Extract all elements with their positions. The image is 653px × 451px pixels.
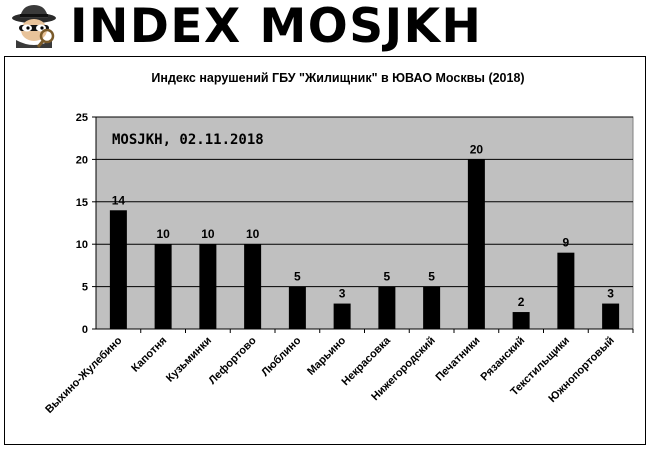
bar: [244, 244, 262, 329]
bar: [109, 210, 127, 329]
y-tick-label: 0: [82, 324, 88, 336]
y-tick-label: 10: [76, 239, 88, 251]
category-label: Люблино: [259, 334, 303, 378]
bar: [602, 303, 620, 329]
y-axis: 0 5 10 15 20 25: [76, 112, 97, 336]
category-label: Печатники: [433, 335, 482, 384]
header-banner: INDEX MOSJKH: [0, 0, 653, 56]
data-labels: 14 10 10 10 5 3 5 5 20 2 9 3: [112, 142, 615, 309]
y-tick-label: 5: [82, 282, 88, 294]
data-label: 5: [294, 270, 301, 284]
data-label: 5: [384, 270, 391, 284]
bar: [467, 159, 485, 329]
spy-detective-icon: [12, 5, 56, 48]
bar: [423, 286, 441, 329]
data-label: 3: [339, 287, 346, 301]
data-label: 20: [470, 142, 484, 156]
data-label: 9: [563, 236, 570, 250]
category-label: Марьино: [305, 334, 348, 377]
y-tick-label: 25: [76, 112, 88, 124]
y-tick-label: 15: [76, 197, 88, 209]
y-tick-label: 20: [76, 154, 88, 166]
data-label: 10: [201, 227, 215, 241]
bar: [512, 312, 530, 329]
chart-frame: Индекс нарушений ГБУ "Жилищник" в ЮВАО М…: [4, 56, 646, 445]
category-label: Лефортово: [206, 334, 258, 386]
data-label: 10: [156, 227, 170, 241]
category-label: Выхино-Жулебино: [43, 334, 124, 415]
bar: [199, 244, 217, 329]
bar: [288, 286, 306, 329]
plot-area: [95, 116, 634, 330]
bar: [557, 252, 575, 329]
brand-title: INDEX MOSJKH: [70, 0, 483, 54]
chart-annotation: MOSJKH, 02.11.2018: [112, 132, 264, 148]
gridlines: [96, 116, 633, 288]
bar-chart: Индекс нарушений ГБУ "Жилищник" в ЮВАО М…: [43, 71, 634, 416]
x-axis: Выхино-Жулебино КапотняКузьминкиЛефортово…: [43, 328, 634, 416]
bar: [154, 244, 172, 329]
category-label: Капотня: [129, 335, 169, 375]
chart-title: Индекс нарушений ГБУ "Жилищник" в ЮВАО М…: [151, 71, 524, 85]
bar: [378, 286, 396, 329]
data-label: 2: [518, 295, 525, 309]
category-label: Рязанский: [479, 335, 528, 384]
data-label: 3: [607, 287, 614, 301]
bars: [109, 159, 620, 329]
data-label: 14: [112, 193, 126, 207]
bar: [333, 303, 351, 329]
data-label: 10: [246, 227, 260, 241]
data-label: 5: [428, 270, 435, 284]
